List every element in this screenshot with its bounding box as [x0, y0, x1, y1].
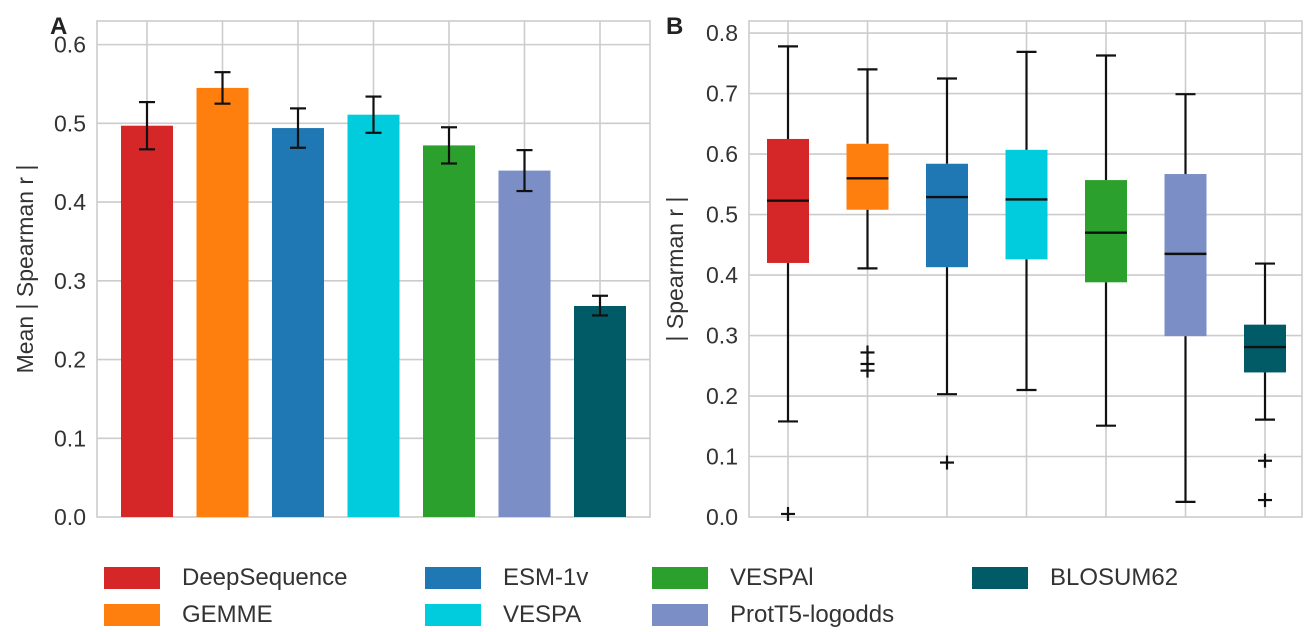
panel-a-bar-chart: 0.0 0.1 0.2 0.3 0.4 0.5 0.6 A Mean | Spearman …: [12, 13, 651, 530]
bar-ProtT5-logodds: [498, 170, 551, 518]
panel-b-box-plot: 0.0 0.1 0.2 0.3 0.4 0.5 0.6 0.7 0.8 B | Spearman…: [662, 13, 1303, 530]
y-tick-label: 0.5: [706, 202, 738, 228]
legend-swatch: [652, 567, 708, 589]
y-tick-label: 0.2: [54, 347, 86, 373]
box-BLOSUM62: [1244, 324, 1286, 373]
bar-VESPA: [347, 114, 400, 517]
y-tick-label: 0.5: [54, 110, 86, 136]
box-ESM-1v: [926, 163, 968, 268]
legend-swatch: [972, 567, 1028, 589]
legend-label: BLOSUM62: [1050, 564, 1179, 591]
legend-label: VESPA: [503, 601, 582, 628]
y-tick-label: 0.2: [706, 383, 738, 409]
legend-item-prott5-logodds: ProtT5-logodds: [652, 598, 894, 632]
y-tick-label: 0.0: [54, 504, 86, 530]
legend-label: DeepSequence: [182, 564, 348, 591]
legend-item-vespal: VESPAl: [652, 561, 814, 595]
y-tick-label: 0.0: [706, 504, 738, 530]
panel-a-label: A: [50, 13, 67, 40]
box-ProtT5-logodds: [1164, 174, 1207, 337]
legend-item-vespa: VESPA: [425, 598, 581, 632]
box-VESPAl: [1085, 180, 1127, 283]
legend-item-gemme: GEMME: [104, 598, 273, 632]
panel-a-y-axis-label: Mean | Spearman r |: [12, 165, 38, 374]
legend-item-esm-1v: ESM-1v: [425, 561, 588, 595]
legend-swatch: [104, 567, 160, 589]
bar-BLOSUM62: [574, 306, 626, 517]
legend-label: VESPAl: [730, 564, 814, 591]
legend-item-blosum62: BLOSUM62: [972, 561, 1178, 595]
bar-VESPAl: [423, 145, 475, 517]
y-tick-label: 0.3: [706, 323, 738, 349]
y-tick-label: 0.1: [706, 444, 738, 470]
legend-swatch: [652, 604, 708, 626]
bar-ESM-1v: [272, 128, 324, 518]
panel-b-y-ticks: 0.0 0.1 0.2 0.3 0.4 0.5 0.6 0.7 0.8: [706, 20, 738, 530]
bar-DeepSequence: [121, 125, 173, 517]
box-VESPA: [1005, 149, 1048, 260]
legend-label: GEMME: [182, 601, 273, 628]
y-tick-label: 0.6: [54, 32, 86, 58]
panel-a-marks: [121, 71, 626, 518]
y-tick-label: 0.6: [706, 141, 738, 167]
panel-b-marks: [767, 45, 1286, 521]
legend-label: ESM-1v: [503, 564, 589, 591]
y-tick-label: 0.4: [706, 262, 738, 288]
legend-label: ProtT5-logodds: [730, 601, 895, 628]
panel-b-label: B: [666, 13, 683, 40]
y-tick-label: 0.7: [706, 81, 738, 107]
y-tick-label: 0.8: [706, 20, 738, 46]
legend-swatch: [425, 604, 481, 626]
legend: DeepSequence GEMME ESM-1v VESPA VESPAl P…: [0, 555, 1307, 632]
legend-swatch: [104, 604, 160, 626]
bar-GEMME: [196, 87, 249, 518]
box-GEMME: [846, 143, 889, 210]
y-tick-label: 0.1: [54, 425, 86, 451]
y-tick-label: 0.3: [54, 268, 86, 294]
y-tick-label: 0.4: [54, 189, 86, 215]
panel-a-y-ticks: 0.0 0.1 0.2 0.3 0.4 0.5 0.6: [54, 32, 86, 530]
legend-item-deepsequence: DeepSequence: [104, 561, 347, 595]
panel-b-y-axis-label: | Spearman r |: [662, 197, 688, 342]
legend-swatch: [425, 567, 481, 589]
